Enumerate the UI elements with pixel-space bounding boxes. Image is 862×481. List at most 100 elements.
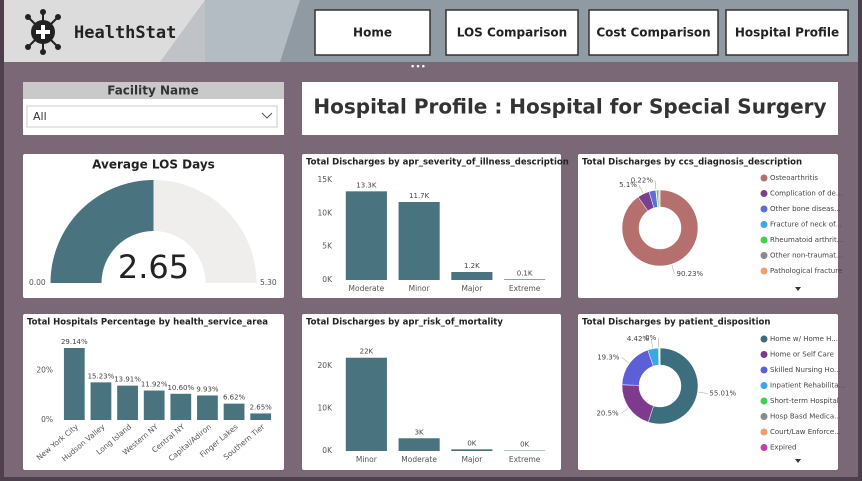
x-tick-label: Minor bbox=[409, 284, 431, 293]
bar bbox=[504, 279, 546, 280]
donut-slice bbox=[647, 347, 699, 425]
legend-label: Rheumatoid arthrit... bbox=[770, 236, 843, 244]
bar bbox=[398, 438, 440, 451]
legend-label: Hosp Basd Medica... bbox=[770, 413, 841, 421]
y-tick-label: 0% bbox=[41, 415, 53, 424]
value-label: 3K bbox=[415, 428, 424, 436]
bar bbox=[170, 393, 192, 420]
legend-swatch bbox=[760, 428, 768, 436]
legend-label: Expired bbox=[770, 444, 796, 452]
value-label: 10.60% bbox=[167, 384, 194, 392]
x-tick-label: Major bbox=[461, 455, 483, 464]
logo-slab bbox=[160, 0, 205, 62]
nav-button[interactable] bbox=[588, 9, 719, 56]
value-label: 19.3% bbox=[597, 353, 620, 361]
more-icon[interactable]: ••• bbox=[410, 63, 426, 73]
value-label: 4.42% bbox=[627, 335, 650, 343]
legend-scroll[interactable] bbox=[795, 287, 801, 291]
nav-label: Home bbox=[353, 26, 392, 40]
value-label: 29.14% bbox=[61, 338, 88, 346]
nav-label: LOS Comparison bbox=[457, 26, 567, 40]
filter-dropdown[interactable] bbox=[26, 105, 278, 128]
card-title: Average LOS Days bbox=[92, 158, 215, 172]
leader-line bbox=[654, 180, 657, 190]
y-tick-label: 20% bbox=[36, 366, 53, 375]
value-label: 22K bbox=[360, 348, 374, 356]
value-label: 0K bbox=[520, 441, 529, 449]
bar bbox=[223, 403, 245, 420]
bar bbox=[345, 191, 387, 280]
x-tick-label: Extreme bbox=[509, 284, 541, 293]
legend-swatch bbox=[760, 413, 768, 420]
value-label: 13.3K bbox=[356, 181, 377, 189]
nav-button[interactable] bbox=[445, 9, 579, 56]
value-label: 90.23% bbox=[677, 270, 704, 278]
legend-swatch bbox=[760, 221, 768, 228]
legend-scroll[interactable] bbox=[795, 459, 801, 463]
y-tick-label: 0K bbox=[322, 275, 333, 284]
legend-label: Short-term Hospital bbox=[770, 397, 839, 405]
card-title: Total Hospitals Percentage by health_ser… bbox=[27, 318, 268, 328]
leader-line bbox=[650, 338, 653, 348]
legend-label: Complication of de... bbox=[770, 190, 843, 198]
card-title: Total Discharges by patient_disposition bbox=[582, 318, 770, 328]
bar bbox=[63, 348, 85, 420]
value-label: 13.91% bbox=[114, 376, 141, 384]
bar bbox=[143, 390, 165, 420]
legend-swatch bbox=[760, 174, 768, 182]
filter-label: Facility Name bbox=[107, 84, 199, 98]
legend-label: Home or Self Care bbox=[770, 351, 834, 359]
bar bbox=[345, 357, 387, 451]
legend-label: Osteoarthritis bbox=[770, 174, 818, 182]
value-label: 0.22% bbox=[631, 176, 654, 184]
legend-swatch bbox=[760, 236, 768, 244]
bar bbox=[90, 382, 112, 420]
legend-swatch bbox=[760, 205, 768, 213]
legend-swatch bbox=[760, 190, 768, 197]
value-label: 11.92% bbox=[141, 381, 168, 389]
legend-label: Court/Law Enforce... bbox=[770, 428, 841, 436]
value-label: 0.1K bbox=[517, 269, 533, 277]
leader-line bbox=[621, 357, 629, 363]
card-title: Total Discharges by ccs_diagnosis_descri… bbox=[582, 158, 802, 168]
brand: HealthStat bbox=[74, 23, 176, 43]
bar bbox=[451, 449, 493, 451]
value-label: 0K bbox=[467, 439, 476, 447]
legend-swatch bbox=[760, 366, 768, 374]
leader-line bbox=[638, 184, 644, 194]
card-title: Total Discharges by apr_severity_of_illn… bbox=[306, 158, 569, 168]
legend-swatch bbox=[760, 382, 768, 389]
y-tick-label: 20K bbox=[318, 361, 334, 370]
nav-button[interactable] bbox=[725, 9, 849, 56]
y-tick-label: 10K bbox=[318, 208, 334, 217]
nav-label: Hospital Profile bbox=[735, 26, 839, 40]
x-tick-label: Major bbox=[461, 284, 483, 293]
value-label: 55.01% bbox=[709, 390, 736, 398]
leader-line bbox=[698, 391, 708, 394]
y-tick-label: 5K bbox=[322, 242, 333, 251]
nav-button[interactable] bbox=[314, 9, 431, 56]
nav-label: Cost Comparison bbox=[596, 26, 710, 40]
filter-value: All bbox=[33, 110, 47, 123]
y-tick-label: 15K bbox=[318, 175, 334, 184]
legend-label: Skilled Nursing Ho... bbox=[770, 366, 841, 374]
bar bbox=[250, 413, 272, 420]
y-tick-label: 10K bbox=[318, 404, 334, 413]
logo-icon bbox=[25, 9, 61, 55]
bar bbox=[398, 202, 440, 280]
legend-label: Other bone diseas... bbox=[770, 205, 841, 213]
bar bbox=[451, 272, 493, 280]
legend-label: Pathological fracture bbox=[770, 267, 842, 275]
x-tick-label: Extreme bbox=[509, 455, 541, 464]
leader-line bbox=[671, 265, 675, 274]
gauge-max-label: 5.30 bbox=[260, 278, 277, 287]
value-label: 15.23% bbox=[88, 372, 115, 380]
value-label: 5.1% bbox=[619, 181, 637, 189]
dropdown-chevron bbox=[261, 112, 273, 119]
filter-header bbox=[23, 82, 284, 99]
x-tick-label: Moderate bbox=[401, 455, 437, 464]
gauge-min-label: 0.00 bbox=[29, 278, 46, 287]
legend-swatch bbox=[760, 444, 768, 451]
legend-label: Fracture of neck of... bbox=[770, 221, 842, 229]
